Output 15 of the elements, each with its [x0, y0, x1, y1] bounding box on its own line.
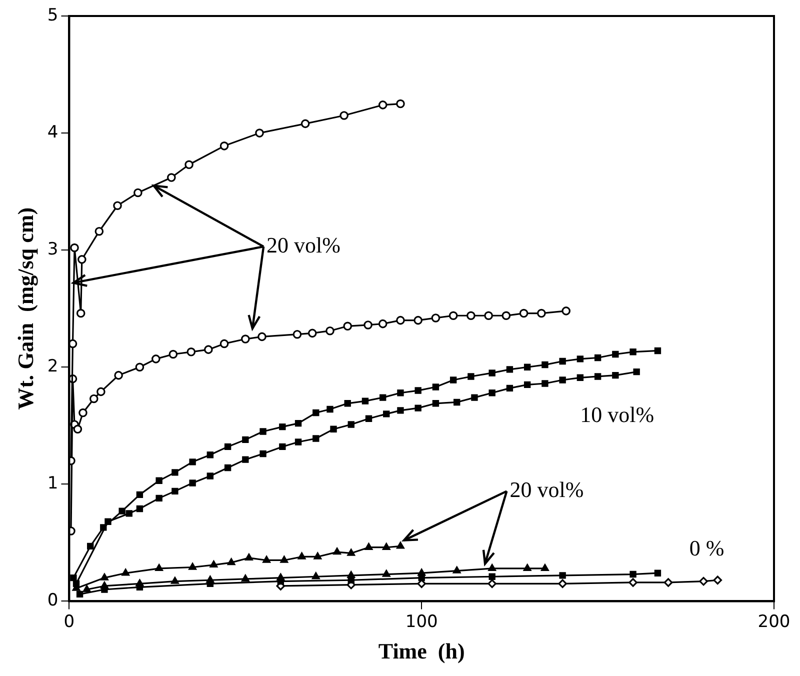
y-tick-label: 3	[47, 240, 58, 260]
y-axis-title: Wt. Gain (mg/sq cm)	[12, 207, 38, 410]
x-axis-title: Time (h)	[378, 638, 465, 664]
y-tick-label: 1	[47, 474, 58, 494]
y-tick-label: 0	[47, 590, 58, 611]
annotation: 20 vol%	[510, 476, 584, 502]
annotation: 10 vol%	[580, 402, 654, 428]
x-tick-label: 100	[405, 612, 438, 632]
x-tick-label: 200	[758, 612, 790, 632]
y-tick-label: 4	[47, 122, 58, 142]
annotation: 0 %	[689, 535, 724, 560]
x-tick-label: 0	[64, 612, 75, 632]
y-tick-label: 2	[47, 356, 58, 377]
annotation: 20 vol%	[266, 232, 341, 258]
y-tick-label: 5	[47, 5, 58, 26]
